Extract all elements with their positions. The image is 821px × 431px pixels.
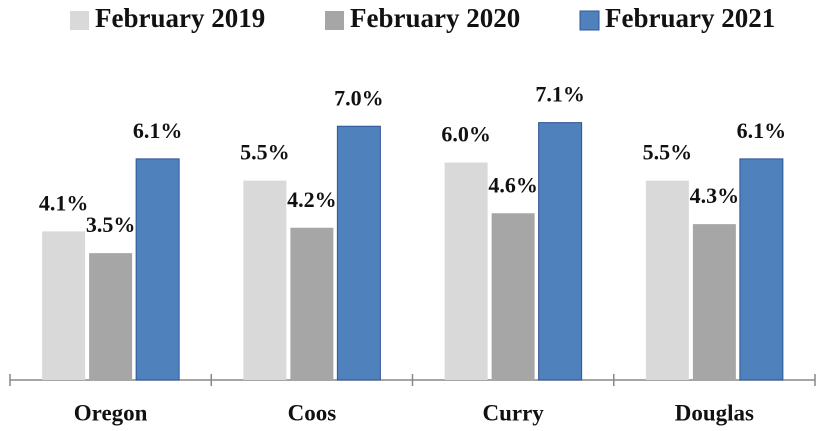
- x-tick-label: Douglas: [675, 400, 754, 425]
- value-label: 7.1%: [535, 82, 585, 107]
- bar: [491, 213, 535, 380]
- bar: [538, 122, 583, 381]
- value-label: 6.1%: [133, 118, 183, 143]
- value-label: 4.3%: [690, 183, 740, 208]
- legend-label: February 2021: [605, 3, 775, 33]
- value-label: 4.1%: [39, 190, 89, 215]
- bar: [336, 125, 381, 381]
- value-label: 5.5%: [240, 140, 290, 165]
- bar: [290, 227, 334, 380]
- x-tick-label: Oregon: [74, 400, 148, 425]
- value-label: 6.1%: [737, 118, 787, 143]
- bar: [739, 158, 784, 381]
- value-label: 6.0%: [441, 122, 491, 147]
- bar: [243, 180, 287, 380]
- bar: [89, 253, 133, 380]
- bar: [135, 158, 180, 381]
- value-label: 4.2%: [287, 187, 337, 212]
- legend-label: February 2020: [350, 3, 520, 33]
- legend: February 2019 February 2020 February 2021: [70, 3, 775, 33]
- legend-swatch: [70, 11, 89, 30]
- bar: [692, 224, 736, 380]
- legend-label: February 2019: [95, 3, 265, 33]
- bar: [42, 231, 86, 380]
- x-tick-label: Curry: [482, 400, 544, 425]
- value-label: 3.5%: [86, 212, 136, 237]
- bar: [645, 180, 689, 380]
- value-label: 5.5%: [643, 140, 693, 165]
- x-tick-label: Coos: [288, 400, 337, 425]
- legend-swatch: [579, 10, 600, 31]
- legend-swatch: [325, 11, 344, 30]
- value-label: 7.0%: [334, 85, 384, 110]
- bar: [444, 162, 488, 380]
- value-label: 4.6%: [488, 172, 538, 197]
